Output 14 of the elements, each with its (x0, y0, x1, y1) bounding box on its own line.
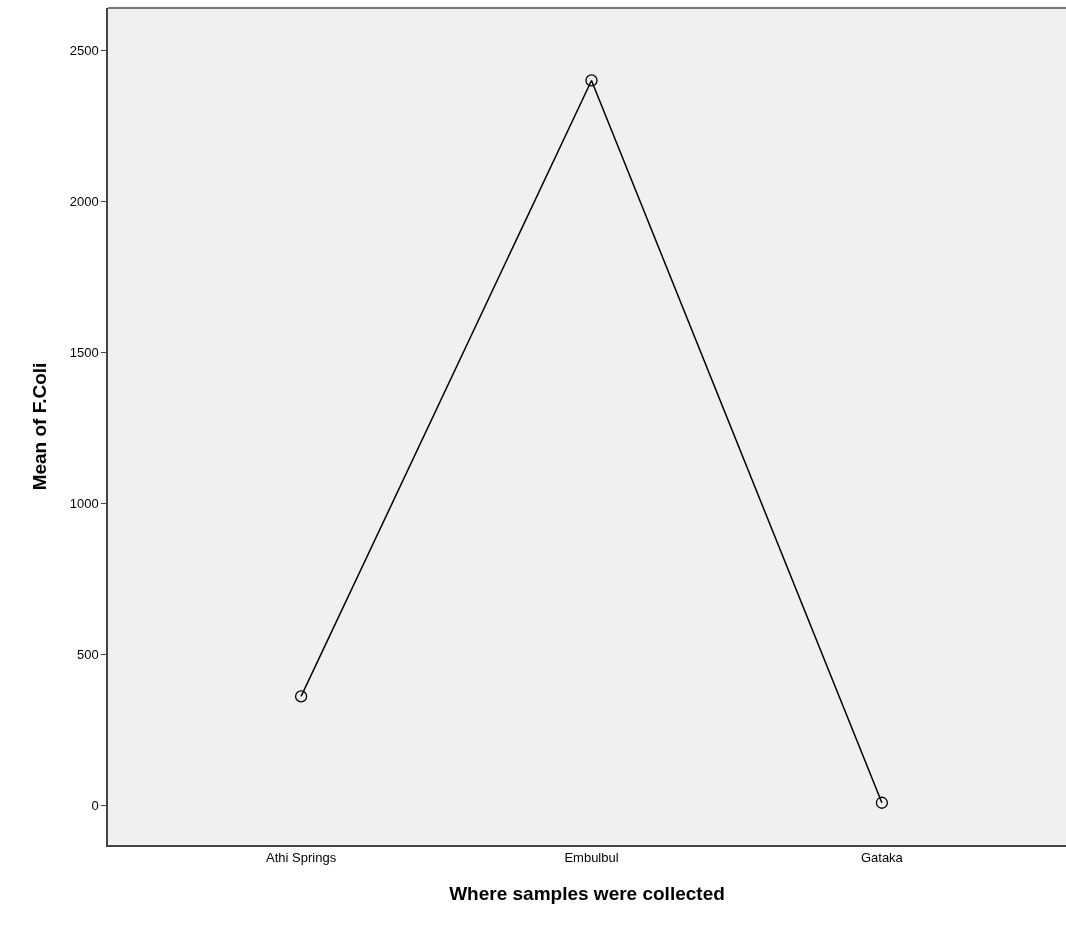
y-tick-label: 1500 (69, 344, 99, 360)
x-tick-label: Embulbul (564, 850, 619, 866)
point (294, 690, 308, 703)
x-tick-label: Athi Springs (266, 850, 337, 866)
y-tick-label: 0 (91, 797, 99, 813)
y-tick-label: 500 (76, 646, 99, 662)
y-tick-label: 1000 (69, 495, 99, 511)
y-tick-label: 2500 (69, 42, 99, 58)
y-axis-title: Mean of F.Coli (29, 362, 51, 491)
x-tick-label: Gataka (860, 850, 904, 866)
point (875, 796, 889, 809)
point (585, 74, 598, 87)
y-tick-label: 2000 (69, 193, 99, 209)
x-axis-title: Where samples were collected (449, 882, 725, 904)
